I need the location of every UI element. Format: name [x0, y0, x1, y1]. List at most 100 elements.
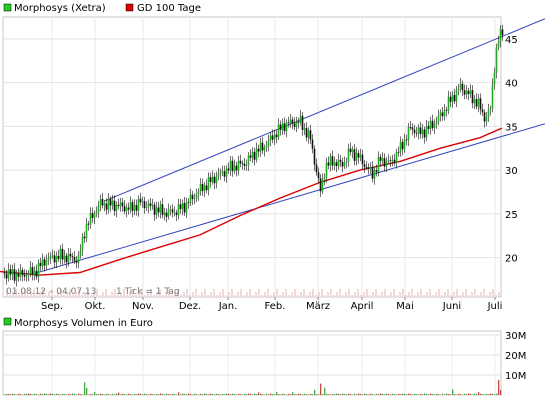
volume-bar — [444, 394, 446, 395]
candle-body — [155, 207, 158, 215]
candle-body — [95, 212, 98, 214]
candle-body — [501, 29, 504, 36]
volume-underlay-bar — [111, 292, 113, 297]
volume-bar — [290, 394, 292, 395]
volume-underlay-bar — [123, 289, 125, 297]
candle-body — [229, 160, 232, 171]
candle-body — [9, 269, 12, 275]
tick-note: 1 Tick = 1 Tag — [116, 287, 180, 297]
candle-body — [67, 253, 70, 263]
candle-body — [237, 160, 240, 171]
volume-underlay-bar — [294, 289, 296, 297]
volume-bar — [48, 394, 50, 395]
volume-bar — [468, 393, 470, 395]
candle-body — [497, 41, 500, 48]
volume-underlay-bar — [63, 295, 65, 297]
volume-bar — [314, 389, 316, 395]
candle-body — [65, 255, 68, 263]
candle-body — [303, 128, 306, 130]
volume-bar — [282, 393, 284, 395]
volume-bar — [4, 394, 6, 395]
candle-body — [367, 167, 370, 169]
volume-underlay-bar — [159, 289, 161, 297]
candle-body — [189, 194, 192, 204]
volume-bar — [338, 393, 340, 395]
volume-bar — [398, 393, 400, 395]
volume-underlay-bar — [345, 292, 347, 297]
candle-body — [345, 161, 348, 163]
volume-underlay-bar — [336, 292, 338, 297]
legend-swatch-price — [3, 3, 12, 12]
x-tick-label: April — [351, 301, 374, 312]
volume-underlay-bar — [267, 289, 269, 297]
volume-bar — [24, 393, 26, 395]
volume-bar — [106, 393, 108, 395]
candle-body — [467, 90, 470, 95]
legend-price-label: Morphosys (Xetra) — [14, 3, 106, 14]
volume-bar — [420, 393, 422, 395]
candle-body — [15, 273, 18, 281]
volume-bar — [376, 393, 378, 395]
candle-body — [393, 159, 396, 163]
candle-body — [233, 165, 236, 172]
candle-body — [203, 185, 206, 192]
candle-body — [7, 269, 10, 279]
candle-body — [103, 203, 106, 206]
volume-bar — [98, 394, 100, 395]
volume-underlay-bar — [381, 292, 383, 297]
volume-bar — [272, 393, 274, 395]
candle-body — [399, 141, 402, 153]
candle-body — [493, 72, 496, 85]
volume-underlay-bar — [255, 292, 257, 297]
candle-body — [131, 202, 134, 211]
volume-bar — [202, 394, 204, 395]
volume-bar — [358, 393, 360, 395]
volume-bar — [52, 393, 54, 395]
volume-bar — [318, 394, 320, 395]
candle-body — [315, 164, 318, 173]
volume-bar — [456, 394, 458, 395]
candle-body — [213, 176, 216, 184]
volume-bar — [326, 393, 328, 395]
volume-underlay-bar — [318, 292, 320, 297]
candle-body — [277, 124, 280, 138]
trend-channel — [34, 18, 545, 274]
volume-underlay-bar — [342, 295, 344, 297]
candle-body — [161, 204, 164, 216]
candle-body — [377, 156, 380, 172]
volume-bar — [210, 393, 212, 395]
volume-bar — [232, 393, 234, 395]
candle-body — [419, 127, 422, 135]
price-panel: 20 25 30 35 40 45 Sep. Okt. Nov. Dez. Jan. Feb. Mär… — [0, 3, 545, 312]
volume-bar — [472, 394, 474, 395]
x-tick-label: Nov. — [132, 301, 154, 312]
volume-bar — [452, 389, 454, 395]
volume-bar — [386, 393, 388, 395]
volume-bar — [346, 394, 348, 395]
volume-bar — [498, 380, 500, 395]
candle-body — [255, 148, 258, 160]
candle-body — [451, 95, 454, 102]
candle-body — [19, 269, 22, 277]
candle-body — [93, 213, 96, 218]
volume-underlay-bar — [465, 289, 467, 297]
volume-underlay-bar — [423, 295, 425, 297]
volume-bar — [86, 387, 88, 395]
candle-body — [235, 165, 238, 171]
volume-bar — [340, 394, 342, 395]
volume-bar — [302, 394, 304, 395]
candle-body — [477, 98, 480, 107]
volume-bar — [194, 393, 196, 395]
volume-underlay-bar — [87, 289, 89, 297]
candle-body — [363, 164, 366, 168]
volume-bar — [190, 394, 192, 395]
volume-bar — [148, 394, 150, 395]
candle-body — [473, 99, 476, 104]
candle-body — [429, 120, 432, 129]
candle-body — [231, 160, 234, 172]
volume-underlay-bar — [486, 295, 488, 297]
volume-underlay-bar — [471, 292, 473, 297]
price-volume-underlay — [6, 289, 500, 297]
candle-body — [369, 167, 372, 169]
volume-underlay-bar — [81, 295, 83, 297]
